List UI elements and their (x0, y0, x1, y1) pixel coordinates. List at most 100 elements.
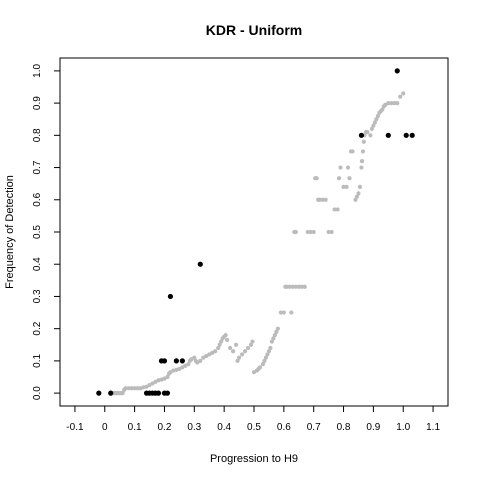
gray-point (236, 355, 242, 360)
gray-point (293, 284, 298, 289)
y-tick-label: 0.7 (32, 160, 43, 174)
gray-point (389, 101, 394, 106)
gray-point (299, 284, 304, 289)
gray-point (263, 355, 269, 360)
gray-point (235, 358, 240, 363)
x-tick-label: 0.2 (158, 422, 172, 433)
gray-point (401, 91, 406, 96)
gray-series (111, 91, 406, 396)
gray-point (398, 94, 403, 99)
x-tick-label: 0.9 (366, 422, 380, 433)
gray-point (278, 310, 283, 315)
gray-point (213, 349, 218, 354)
gray-point (323, 197, 328, 202)
gray-point (347, 176, 352, 181)
gray-point (271, 336, 276, 341)
gray-point (369, 126, 374, 131)
gray-point (293, 229, 298, 235)
y-tick-label: 0.8 (32, 128, 43, 142)
gray-point (372, 120, 377, 125)
black-point (164, 390, 171, 396)
black-point (385, 132, 391, 138)
black-point (358, 132, 365, 138)
gray-point (357, 184, 363, 189)
black-point (96, 390, 102, 396)
gray-point (354, 194, 360, 199)
x-tick-label: 0.5 (247, 422, 261, 433)
gray-point (375, 113, 380, 119)
x-tick-label: -0.1 (66, 422, 84, 433)
gray-point (305, 229, 310, 235)
gray-point (132, 386, 137, 391)
gray-point (359, 165, 364, 170)
y-tick-label: 0.9 (32, 96, 43, 110)
gray-point (368, 133, 373, 138)
y-tick-label: 1.0 (32, 64, 43, 78)
chart-title: KDR - Uniform (206, 22, 302, 38)
gray-point (260, 362, 266, 367)
gray-point (320, 197, 325, 202)
black-point (403, 132, 409, 138)
gray-point (290, 284, 295, 289)
plot-frame (59, 57, 449, 407)
y-axis-label: Frequency of Detection (4, 175, 16, 289)
y-tick-label: 0.4 (32, 257, 43, 271)
gray-point (272, 333, 277, 338)
gray-point (314, 176, 319, 181)
x-tick-label: 0.8 (337, 422, 351, 433)
y-tick-label: 0.1 (32, 354, 43, 368)
gray-point (311, 229, 316, 235)
gray-point (242, 349, 248, 354)
gray-point (392, 101, 397, 106)
gray-point (356, 191, 361, 196)
gray-point (344, 184, 349, 189)
gray-point (338, 165, 343, 170)
y-tick-label: 0.0 (32, 386, 43, 400)
black-point (167, 293, 174, 300)
gray-point (129, 386, 134, 391)
gray-point (281, 310, 286, 315)
gray-point (308, 229, 313, 235)
gray-point (395, 101, 400, 106)
black-point (173, 358, 179, 364)
gray-point (257, 365, 263, 370)
gray-point (386, 101, 391, 106)
y-axis: 0.0 0.1 0.2 0.3 0.4 0.5 0.6 0.7 0.8 0.9 1.0 (32, 64, 60, 400)
x-axis-label: Progression to H9 (210, 453, 298, 465)
x-tick-label: 0.7 (307, 422, 321, 433)
x-tick-label: 1.1 (426, 422, 440, 433)
y-tick-label: 0.3 (32, 289, 43, 303)
gray-point (350, 149, 355, 154)
gray-point (302, 284, 307, 289)
gray-point (248, 342, 254, 347)
gray-point (198, 358, 203, 363)
black-point (108, 390, 114, 396)
gray-point (265, 352, 270, 357)
gray-point (135, 386, 140, 391)
gray-point (192, 355, 197, 360)
gray-point (262, 358, 267, 363)
gray-point (275, 326, 280, 331)
gray-point (231, 349, 236, 354)
gray-point (341, 184, 346, 189)
gray-point (374, 117, 379, 122)
gray-point (289, 310, 294, 315)
gray-point (284, 284, 289, 289)
gray-point (217, 342, 222, 347)
gray-point (361, 139, 366, 144)
black-point (394, 68, 400, 74)
gray-point (120, 391, 125, 396)
gray-point (317, 197, 322, 202)
black-point (179, 358, 185, 364)
gray-point (287, 284, 292, 289)
gray-point (186, 362, 191, 367)
gray-point (326, 229, 331, 235)
gray-point (219, 339, 224, 344)
gray-point (332, 207, 337, 212)
gray-point (123, 386, 128, 391)
gray-point (126, 386, 131, 391)
gray-point (335, 207, 340, 212)
y-tick-label: 0.6 (32, 192, 43, 206)
gray-point (353, 197, 358, 202)
